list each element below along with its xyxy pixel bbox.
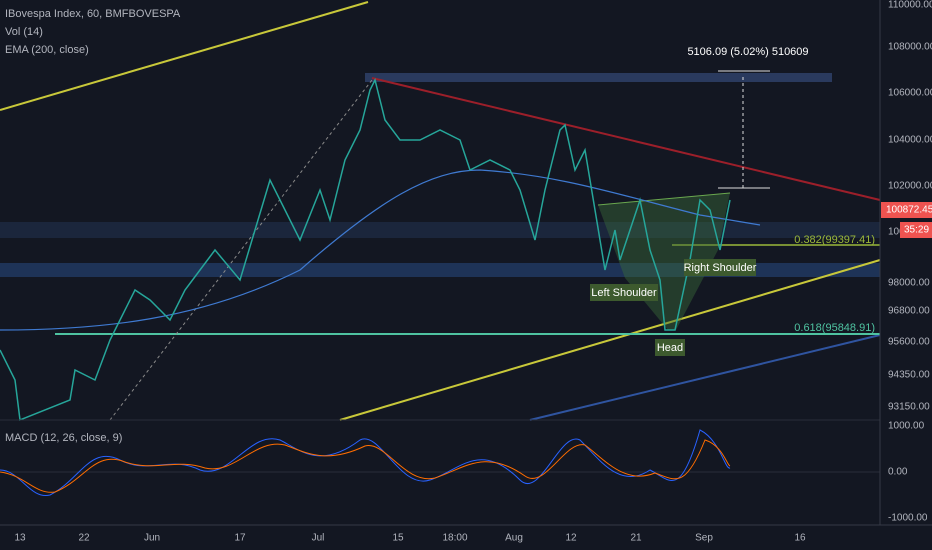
countdown: 35:29 bbox=[904, 225, 929, 236]
time-label: 21 bbox=[630, 533, 642, 544]
trendline bbox=[371, 77, 881, 201]
time-label: Aug bbox=[505, 533, 523, 544]
price-label: 95600.00 bbox=[888, 337, 930, 348]
label-box bbox=[590, 284, 658, 301]
pattern-label: Right Shoulder bbox=[684, 262, 757, 274]
price-labels: 110000.00 108000.00 106000.00 104000.00 … bbox=[881, 0, 932, 524]
target-zone bbox=[365, 73, 832, 82]
macd-title: MACD (12, 26, close, 9) bbox=[5, 432, 122, 444]
price-label: 108000.00 bbox=[888, 42, 932, 53]
trendline bbox=[0, 1, 369, 111]
price-label: 98000.00 bbox=[888, 278, 930, 289]
annotations: 5106.09 (5.02%) 510609 0.382(99397.41) 0… bbox=[591, 46, 875, 354]
pattern-label: Head bbox=[657, 342, 683, 354]
label-box bbox=[684, 259, 756, 276]
price-label: 100 bbox=[888, 227, 905, 238]
time-label: 12 bbox=[565, 533, 577, 544]
price-label: 93150.00 bbox=[888, 402, 930, 413]
last-price: 100872.45 bbox=[886, 205, 932, 216]
trendline bbox=[339, 259, 881, 421]
price-label: 102000.00 bbox=[888, 181, 932, 192]
time-label: 16 bbox=[794, 533, 806, 544]
price-label: 110000.00 bbox=[888, 0, 932, 11]
price-label: 106000.00 bbox=[888, 88, 932, 99]
price-axis bbox=[880, 0, 932, 550]
macd-label: 0.00 bbox=[888, 467, 908, 478]
time-label: 18:00 bbox=[442, 533, 467, 544]
price-label: 96800.00 bbox=[888, 306, 930, 317]
time-label: Jul bbox=[312, 533, 325, 544]
fib-label: 0.382(99397.41) bbox=[794, 234, 875, 246]
indicator: EMA (200, close) bbox=[5, 44, 89, 56]
zone bbox=[0, 263, 880, 277]
time-labels: 13 22 Jun 17 Jul 15 18:00 Aug 12 21 Sep … bbox=[14, 533, 806, 544]
label-box bbox=[655, 339, 685, 356]
time-label: 17 bbox=[234, 533, 246, 544]
countdown-box bbox=[900, 222, 932, 238]
time-label: Sep bbox=[695, 533, 713, 544]
title: IBovespa Index, 60, BMFBOVESPA bbox=[5, 8, 181, 20]
pattern-label: Left Shoulder bbox=[591, 287, 657, 299]
time-label: 15 bbox=[392, 533, 404, 544]
ema bbox=[0, 169, 761, 331]
time-label: Jun bbox=[144, 533, 160, 544]
price bbox=[0, 77, 731, 422]
indicator: Vol (14) bbox=[5, 26, 43, 38]
time-label: 13 bbox=[14, 533, 26, 544]
price-label: 104000.00 bbox=[888, 135, 932, 146]
target-label: 5106.09 (5.02%) 510609 bbox=[687, 46, 808, 58]
signal-line bbox=[0, 439, 731, 493]
macd-label: -1000.00 bbox=[888, 513, 928, 524]
fib-label: 0.618(95848.91) bbox=[794, 322, 875, 334]
price-label: 94350.00 bbox=[888, 370, 930, 381]
trendline bbox=[529, 334, 881, 421]
last-price-box bbox=[881, 202, 932, 218]
zone bbox=[0, 222, 880, 238]
macd-label: 1000.00 bbox=[888, 421, 925, 432]
neckline bbox=[597, 192, 731, 206]
time-label: 22 bbox=[78, 533, 90, 544]
